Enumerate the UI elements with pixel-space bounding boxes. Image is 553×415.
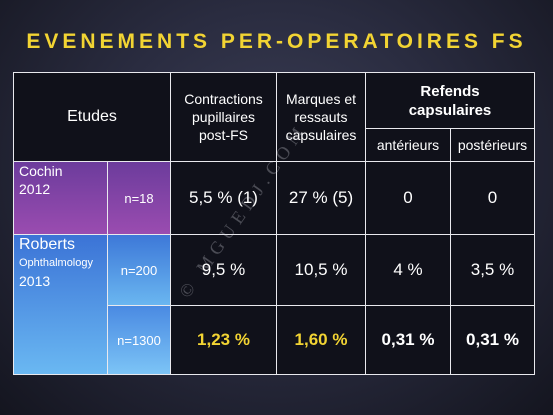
header-refends-line2: capsulaires xyxy=(408,101,492,119)
header-contractions-line1: Contractions xyxy=(184,91,263,107)
study-cochin: Cochin 2012 xyxy=(13,161,108,235)
header-refends: Refends capsulaires xyxy=(365,72,535,129)
roberts-n200-contractions: 9,5 % xyxy=(170,234,277,306)
cochin-anterieurs: 0 xyxy=(365,161,451,235)
study-roberts-year: 2013 xyxy=(19,273,51,289)
roberts-n1300-value: n=1300 xyxy=(117,332,161,348)
cochin-anterieurs-value: 0 xyxy=(403,188,413,207)
roberts-n200-posterieurs: 3,5 % xyxy=(450,234,535,306)
slide-title: EVENEMENTS PER-OPERATOIRES FS xyxy=(26,30,527,53)
header-contractions-line3: post-FS xyxy=(198,127,248,143)
roberts-n200-contractions-value: 9,5 % xyxy=(201,260,246,279)
header-contractions: Contractions pupillaires post-FS xyxy=(170,72,277,162)
study-roberts-name: Roberts xyxy=(19,236,76,253)
cochin-marques: 27 % (5) xyxy=(276,161,366,235)
roberts-n1300-anterieurs: 0,31 % xyxy=(365,305,451,375)
roberts-n1300-contractions-value: 1,23 % xyxy=(197,330,250,349)
roberts-n1300-marques-value: 1,60 % xyxy=(294,330,348,349)
header-posterieurs: postérieurs xyxy=(450,128,535,162)
header-etudes: Etudes xyxy=(13,72,171,162)
cochin-contractions: 5,5 % (1) xyxy=(170,161,277,235)
cochin-marques-value: 27 % (5) xyxy=(288,188,354,207)
header-refends-line1: Refends xyxy=(420,82,480,100)
header-anterieurs: antérieurs xyxy=(365,128,451,162)
cochin-n: n=18 xyxy=(107,161,171,235)
roberts-n200-marques-value: 10,5 % xyxy=(294,260,348,279)
roberts-n1300-posterieurs: 0,31 % xyxy=(450,305,535,375)
cochin-posterieurs: 0 xyxy=(450,161,535,235)
header-anterieurs-label: antérieurs xyxy=(376,137,440,153)
roberts-n200-anterieurs-value: 4 % xyxy=(393,260,423,279)
roberts-n200-anterieurs: 4 % xyxy=(365,234,451,306)
header-contractions-line2: pupillaires xyxy=(191,109,256,125)
study-roberts: Roberts Ophthalmology 2013 xyxy=(13,234,108,375)
roberts-n1300-posterieurs-value: 0,31 % xyxy=(466,330,519,349)
roberts-n1300-marques: 1,60 % xyxy=(276,305,366,375)
cochin-n-value: n=18 xyxy=(124,190,154,206)
roberts-n200-posterieurs-value: 3,5 % xyxy=(470,260,515,279)
study-cochin-name: Cochin xyxy=(19,163,63,179)
roberts-n200-marques: 10,5 % xyxy=(276,234,366,306)
header-posterieurs-label: postérieurs xyxy=(457,137,528,153)
roberts-n200-value: n=200 xyxy=(120,262,158,278)
roberts-n1300-contractions: 1,23 % xyxy=(170,305,277,375)
roberts-n200: n=200 xyxy=(107,234,171,306)
cochin-contractions-value: 5,5 % (1) xyxy=(189,188,258,207)
study-roberts-journal: Ophthalmology xyxy=(19,257,93,269)
header-marques-line1: Marques et xyxy=(285,91,357,107)
header-marques-line2: ressauts xyxy=(294,109,348,125)
header-marques-line3: capsulaires xyxy=(285,127,357,143)
cochin-posterieurs-value: 0 xyxy=(487,188,498,207)
study-cochin-year: 2012 xyxy=(19,181,51,197)
roberts-n1300-anterieurs-value: 0,31 % xyxy=(381,330,435,349)
header-etudes-label: Etudes xyxy=(67,108,117,125)
roberts-n1300: n=1300 xyxy=(107,305,171,375)
